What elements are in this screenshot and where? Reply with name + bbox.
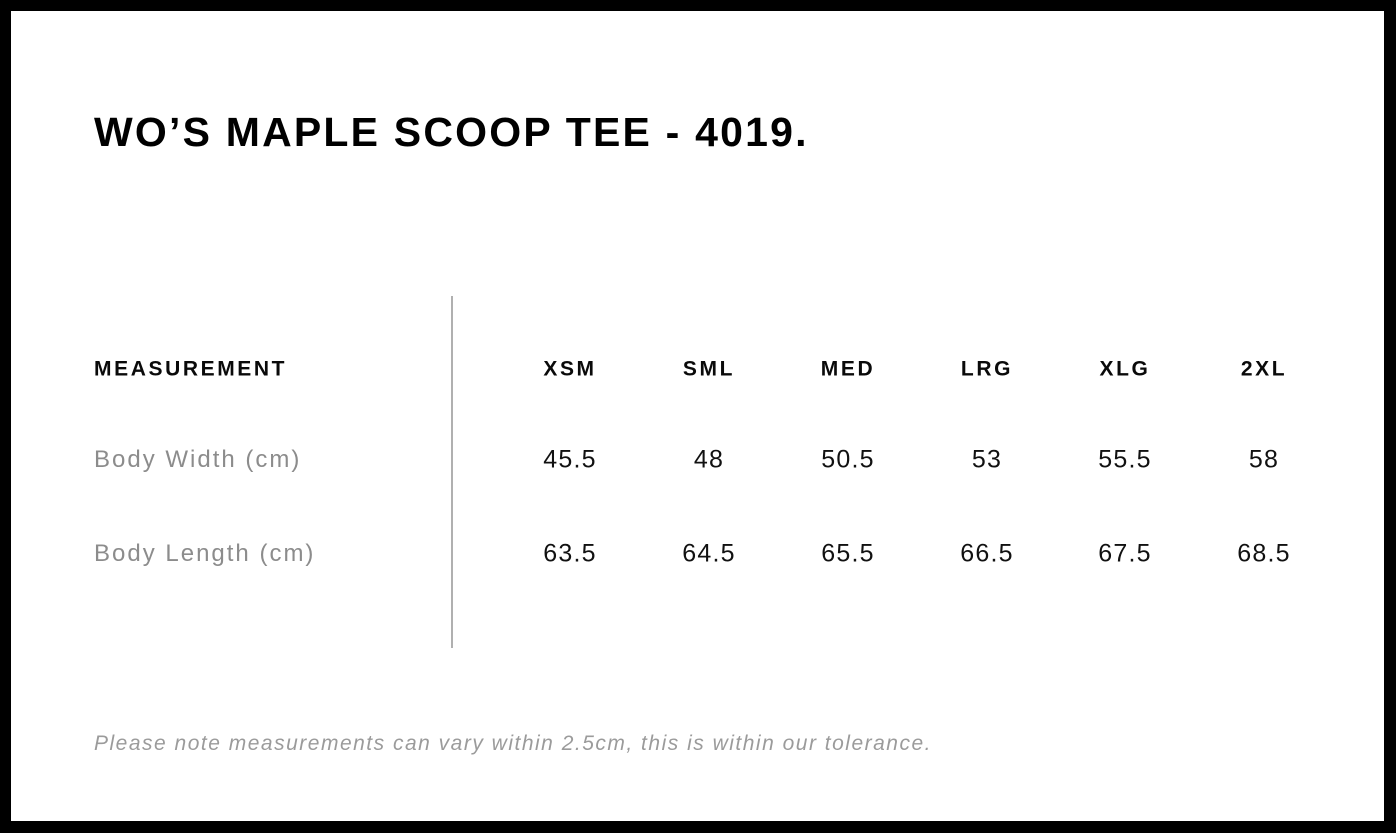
- column-header-sml: SML: [682, 357, 736, 381]
- tolerance-footnote: Please note measurements can vary within…: [94, 732, 933, 755]
- column-header-2xl: 2XL: [1240, 357, 1288, 381]
- cell-body-length-2xl: 68.5: [1237, 539, 1291, 568]
- cell-body-length-xlg: 67.5: [1098, 539, 1152, 568]
- cell-body-width-sml: 48: [693, 445, 725, 474]
- page-title: WO’S MAPLE SCOOP TEE - 4019.: [94, 109, 809, 155]
- column-header-xsm: XSM: [543, 357, 597, 381]
- column-header-lrg: LRG: [960, 357, 1014, 381]
- row-label-body-width: Body Width (cm): [94, 446, 302, 473]
- column-header-xlg: XLG: [1099, 357, 1151, 381]
- cell-body-length-xsm: 63.5: [543, 539, 597, 568]
- cell-body-width-2xl: 58: [1248, 445, 1280, 474]
- cell-body-width-med: 50.5: [821, 445, 875, 474]
- cell-body-width-xlg: 55.5: [1098, 445, 1152, 474]
- cell-body-length-med: 65.5: [821, 539, 875, 568]
- cell-body-width-lrg: 53: [971, 445, 1003, 474]
- column-header-measurement: MEASUREMENT: [94, 357, 288, 381]
- cell-body-length-lrg: 66.5: [960, 539, 1014, 568]
- cell-body-width-xsm: 45.5: [543, 445, 597, 474]
- table-vertical-divider: [451, 296, 453, 648]
- column-header-med: MED: [820, 357, 876, 381]
- row-label-body-length: Body Length (cm): [94, 540, 316, 567]
- cell-body-length-sml: 64.5: [682, 539, 736, 568]
- size-chart-canvas: WO’S MAPLE SCOOP TEE - 4019. MEASUREMENT…: [11, 11, 1384, 821]
